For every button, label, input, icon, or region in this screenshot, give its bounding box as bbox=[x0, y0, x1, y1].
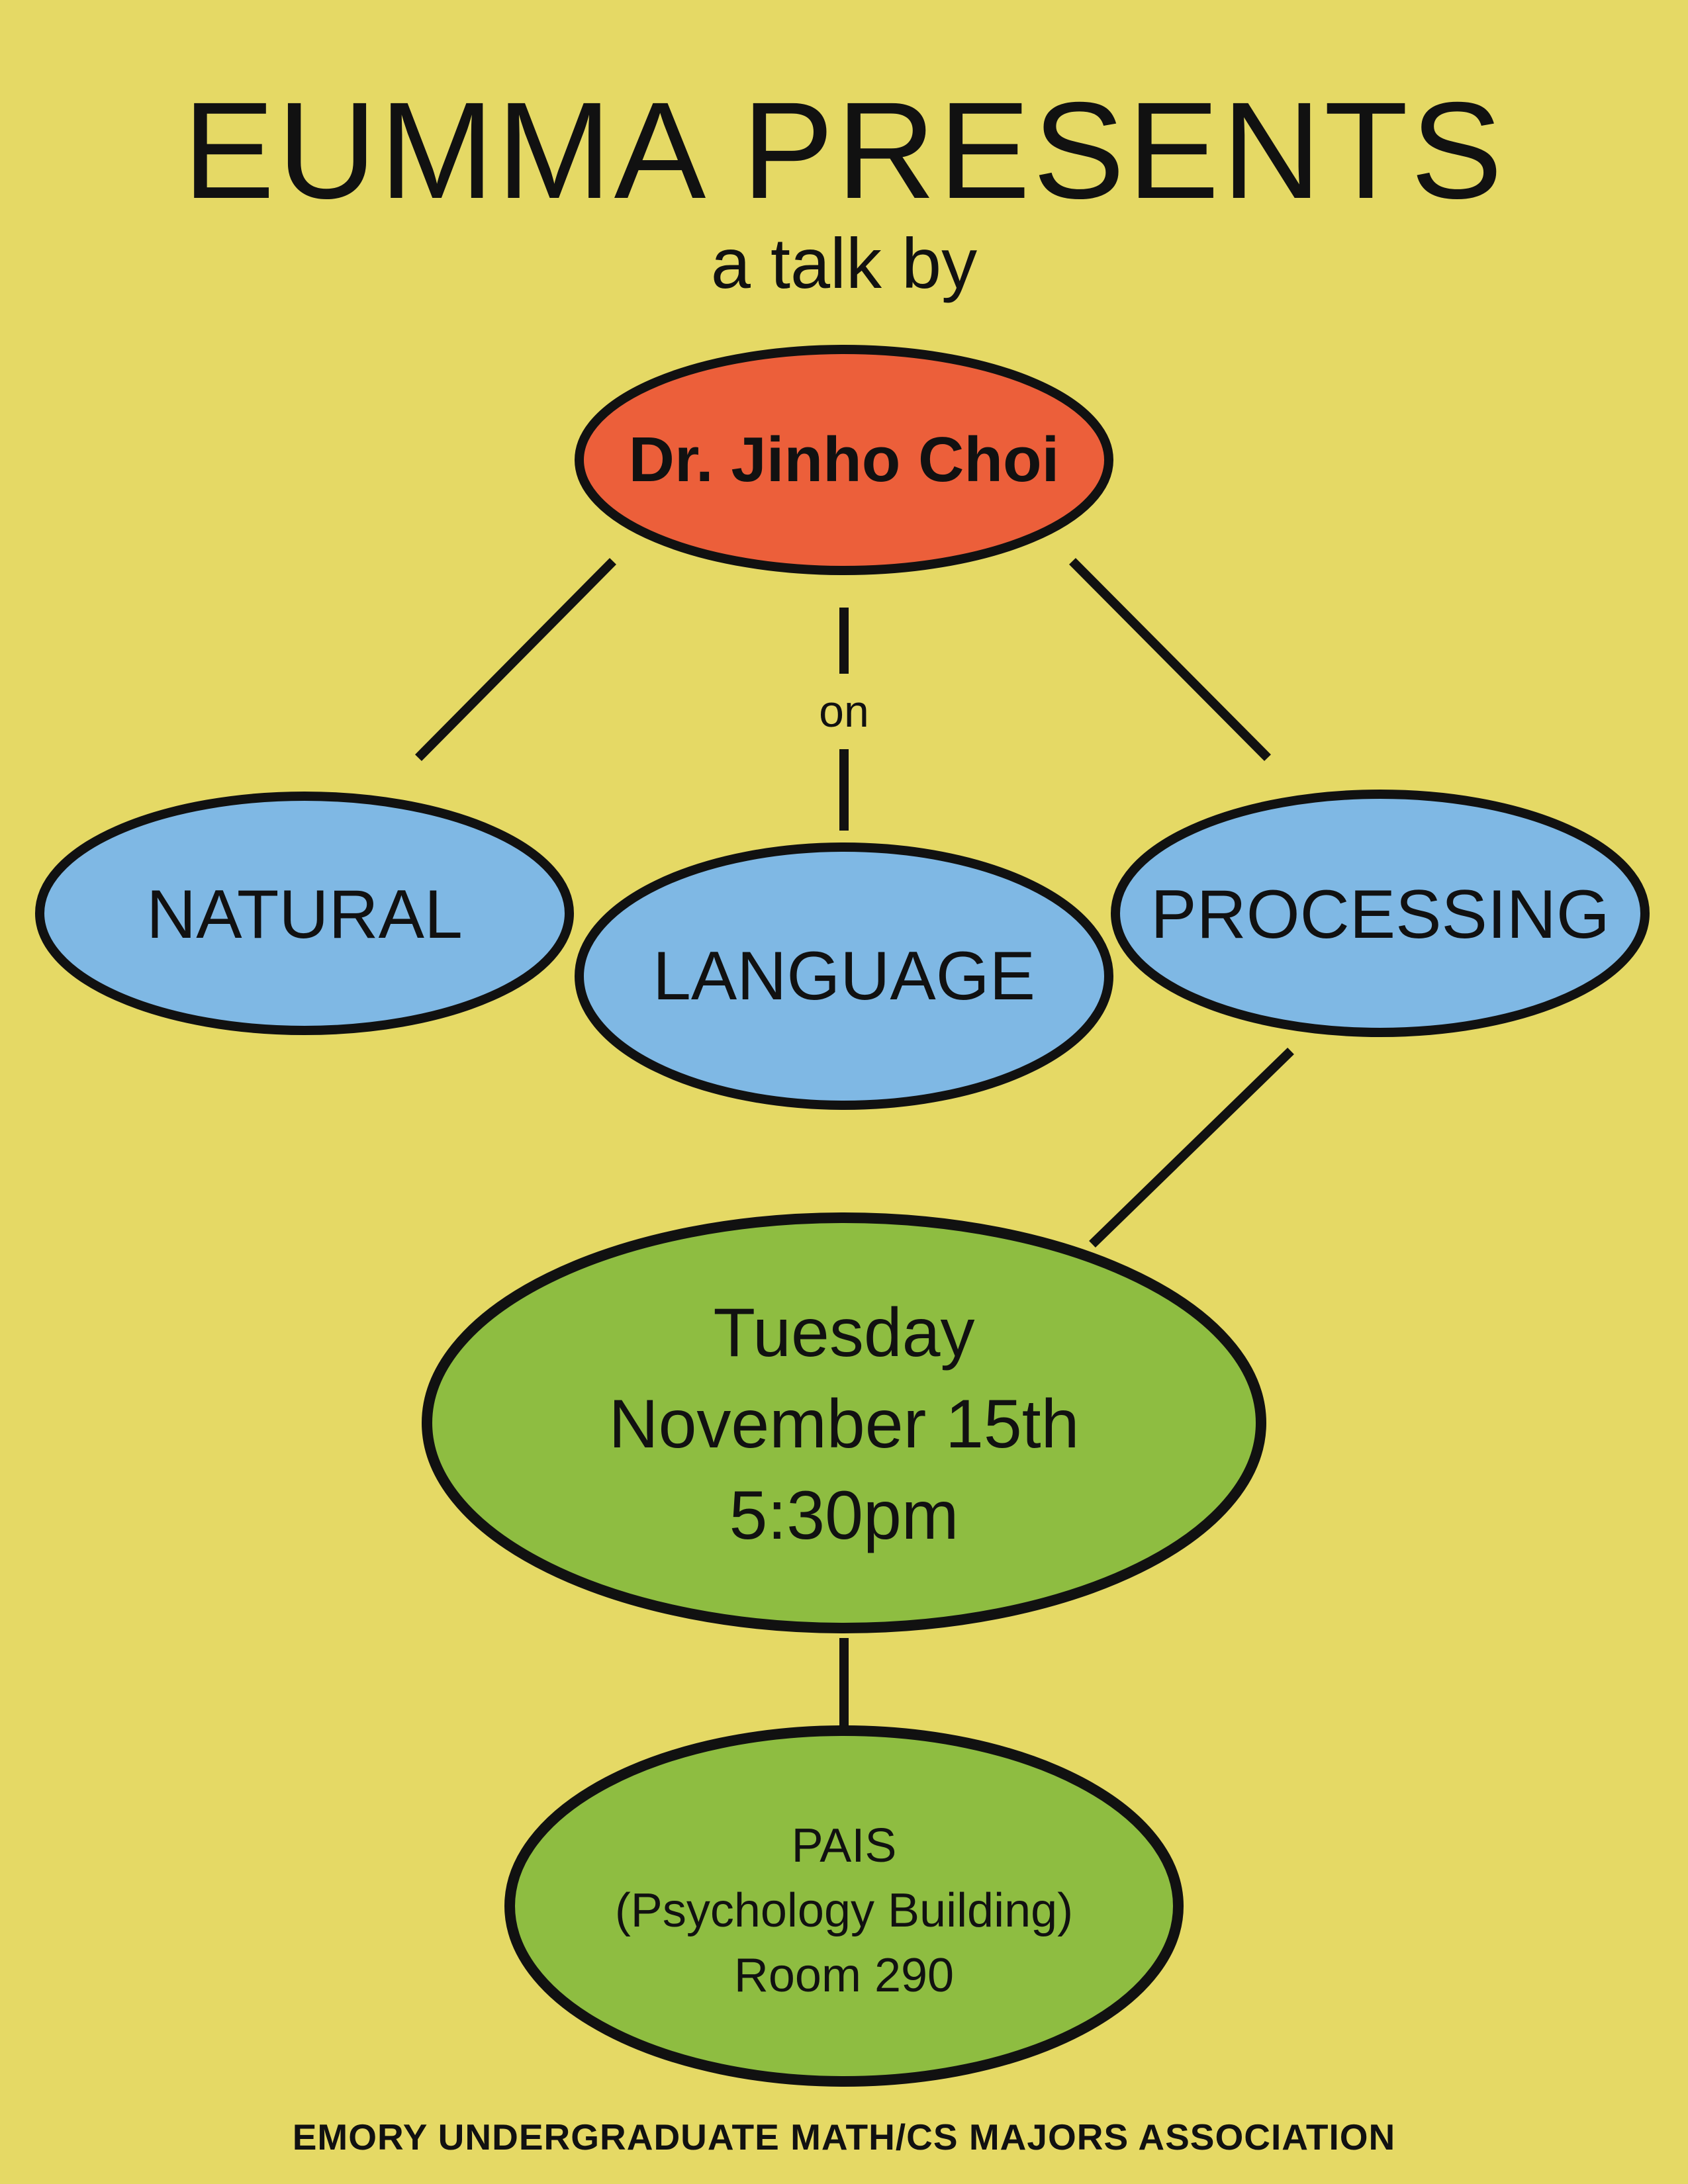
speaker-name: Dr. Jinho Choi bbox=[628, 424, 1060, 495]
connector-speaker-processing bbox=[1069, 558, 1271, 761]
topic-processing: PROCESSING bbox=[1150, 876, 1610, 953]
event-datetime: Tuesday November 15th 5:30pm bbox=[424, 1287, 1264, 1561]
connector-word: on bbox=[819, 686, 869, 737]
event-location: PAIS (Psychology Building) Room 290 bbox=[510, 1813, 1178, 2008]
topic-ellipse-natural bbox=[35, 792, 574, 1035]
topic-ellipse-processing bbox=[1111, 790, 1650, 1037]
topic-natural: NATURAL bbox=[146, 876, 463, 953]
location-building: PAIS bbox=[791, 1819, 897, 1872]
connector-processing-date bbox=[1089, 1047, 1294, 1248]
event-time: 5:30pm bbox=[729, 1477, 959, 1554]
topic-ellipse-language bbox=[575, 842, 1113, 1110]
topic-language: LANGUAGE bbox=[653, 938, 1035, 1015]
connector-speaker-natural bbox=[415, 558, 616, 761]
speaker-ellipse bbox=[575, 345, 1113, 575]
location-room: Room 290 bbox=[733, 1949, 955, 2002]
event-day: Tuesday bbox=[713, 1295, 975, 1371]
date-ellipse bbox=[422, 1212, 1266, 1633]
poster-subtitle: a talk by bbox=[710, 223, 978, 303]
location-ellipse bbox=[504, 1725, 1184, 2087]
event-date: November 15th bbox=[608, 1386, 1080, 1463]
poster-title: EUMMA PRESENTS bbox=[183, 74, 1505, 228]
organization-footer: EMORY UNDERGRADUATE MATH/CS MAJORS ASSOC… bbox=[292, 2116, 1396, 2158]
location-building-note: (Psychology Building) bbox=[614, 1884, 1074, 1937]
